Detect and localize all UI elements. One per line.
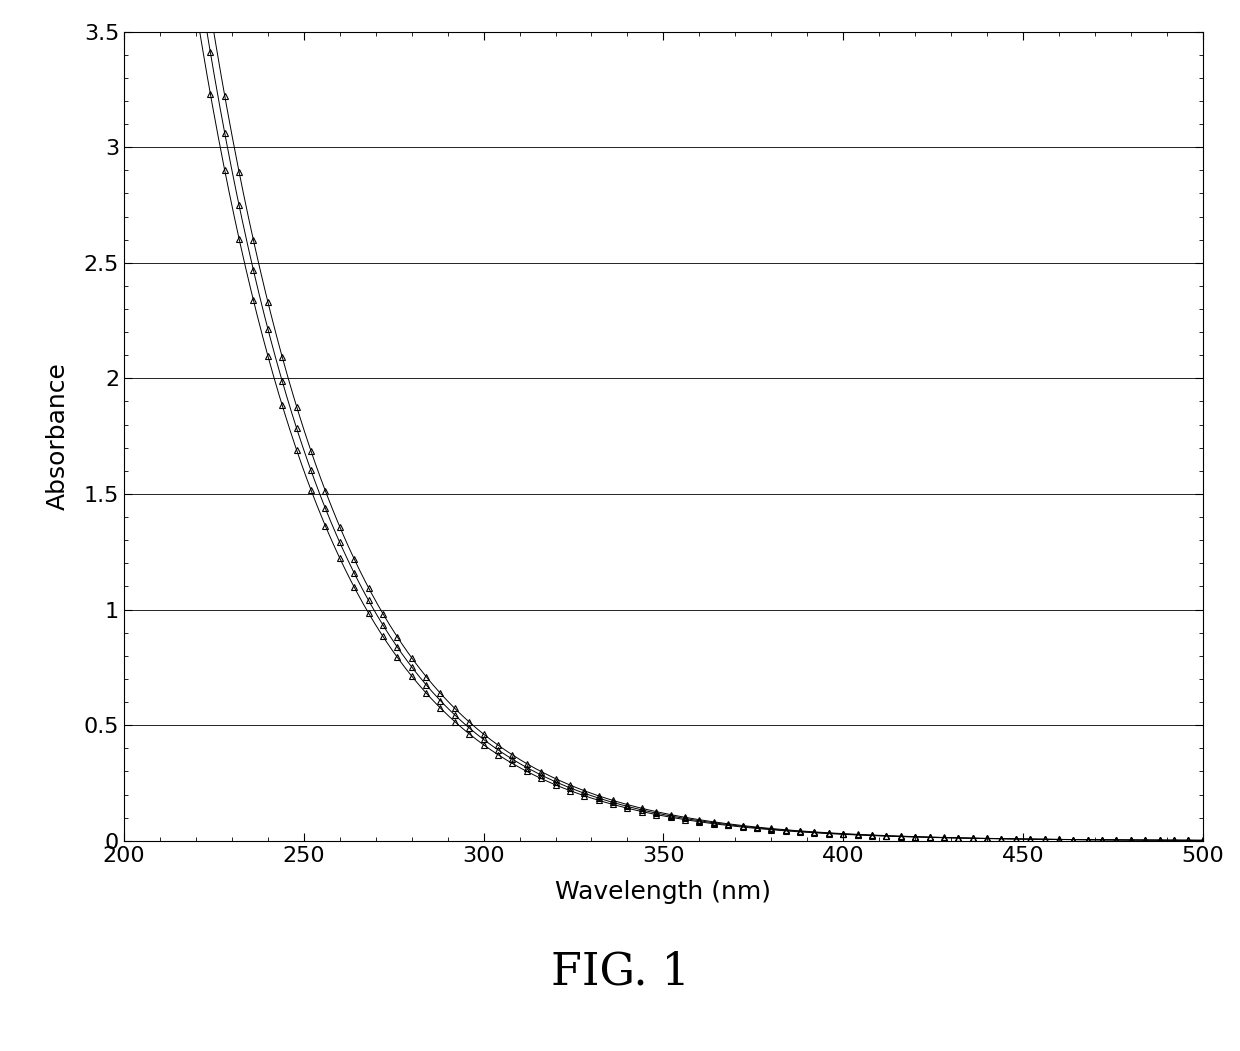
X-axis label: Wavelength (nm): Wavelength (nm) bbox=[556, 880, 771, 904]
Y-axis label: Absorbance: Absorbance bbox=[46, 363, 69, 510]
Text: FIG. 1: FIG. 1 bbox=[551, 950, 689, 994]
